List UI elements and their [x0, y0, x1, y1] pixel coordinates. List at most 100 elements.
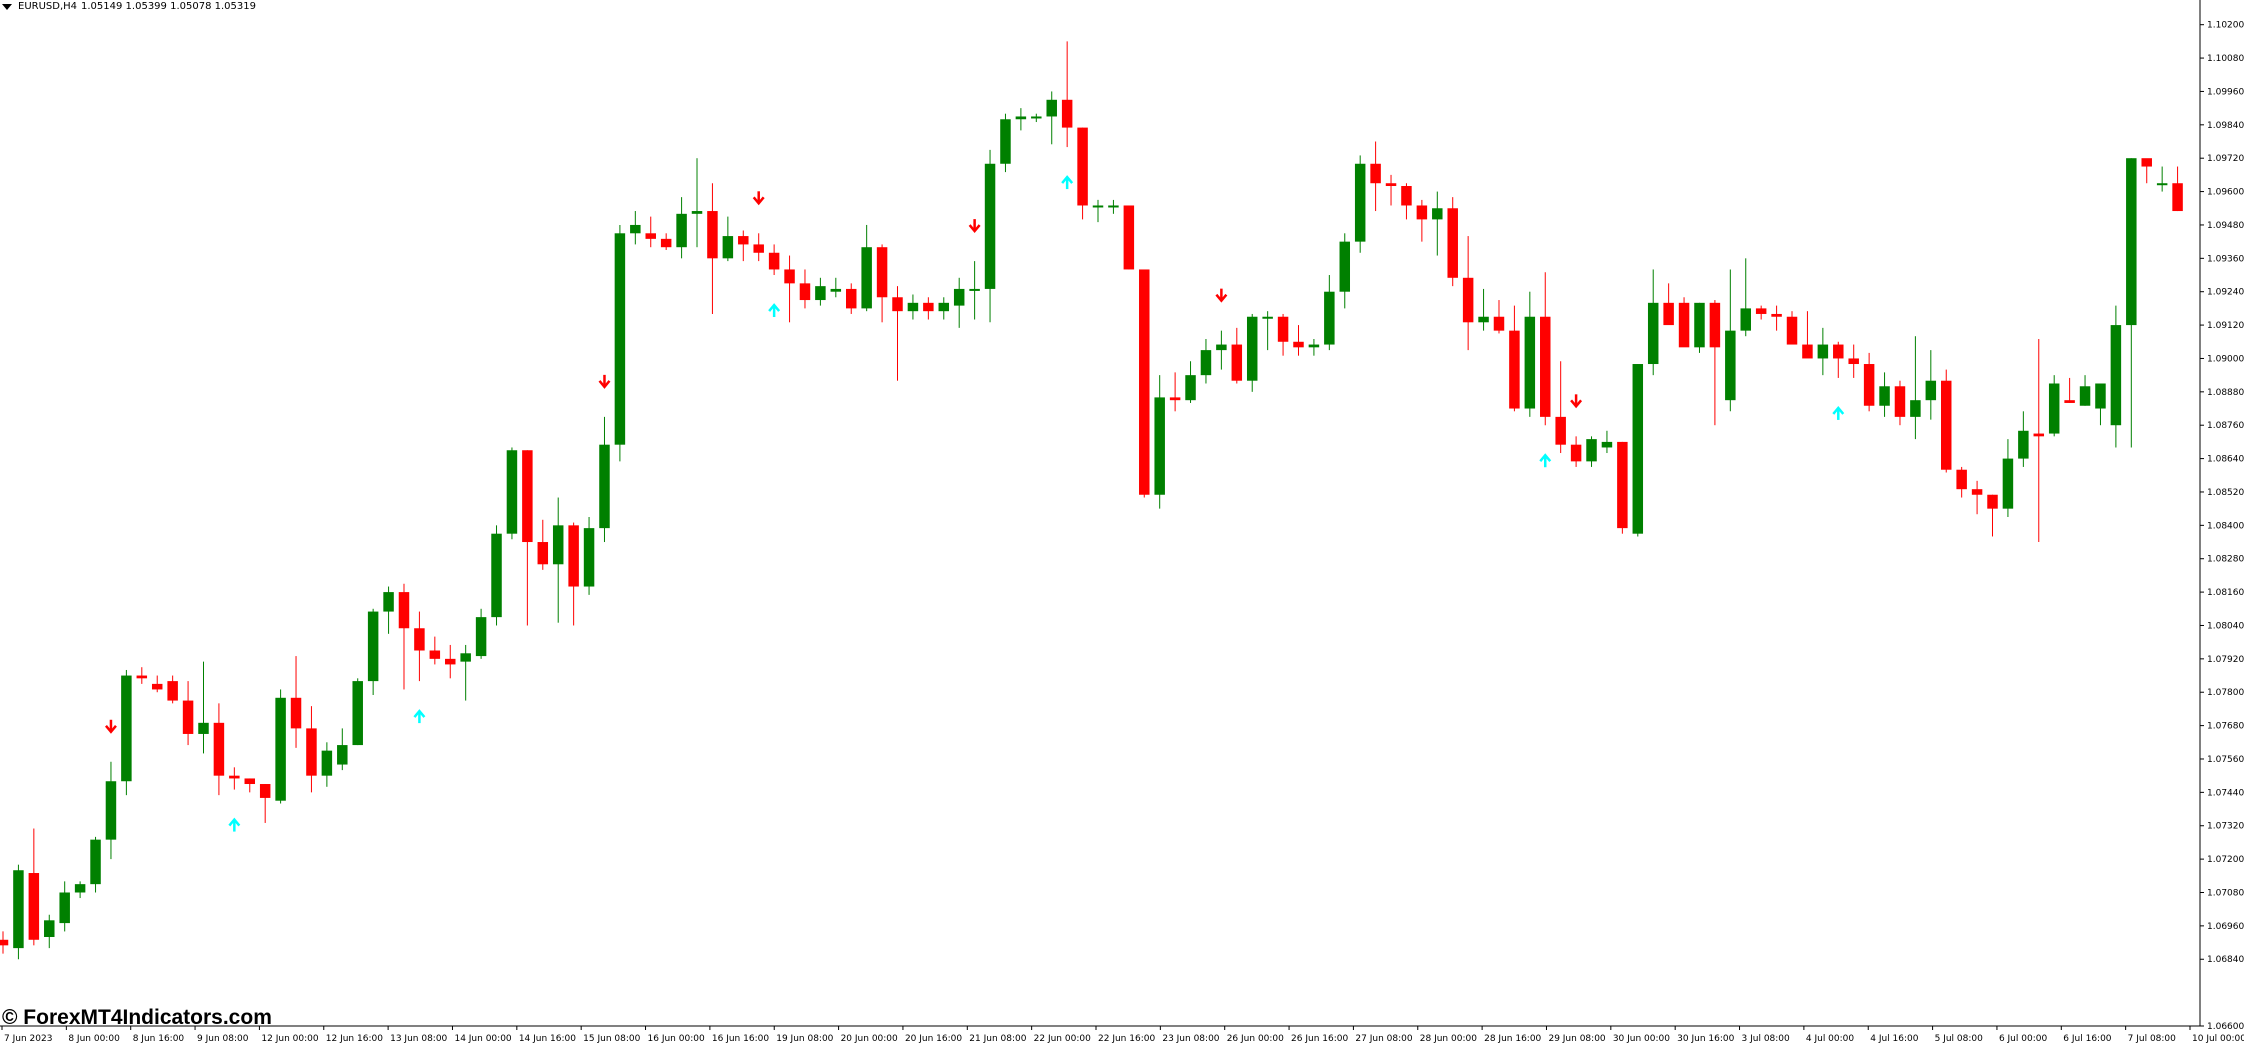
candle-body: [74, 884, 86, 893]
price-tick-label: 1.08160: [2207, 588, 2244, 598]
buy-signal-arrow-icon: [228, 817, 241, 832]
price-tick-label: 1.09480: [2207, 221, 2244, 231]
candle: [337, 728, 348, 771]
candle: [1385, 174, 1397, 206]
candle: [2079, 375, 2091, 406]
candle: [1555, 361, 1566, 454]
sell-signal-arrow-icon: [752, 191, 765, 206]
candle: [2002, 439, 2014, 517]
candle: [2033, 338, 2045, 543]
price-tick-label: 1.07920: [2207, 655, 2244, 665]
price-tick-label: 1.09840: [2207, 121, 2244, 131]
candle: [1694, 302, 1705, 353]
candle: [1339, 233, 1351, 309]
candle-body: [738, 236, 749, 245]
arrow-head: [1570, 399, 1583, 409]
candle-body: [445, 658, 456, 665]
time-tick-label: 16 Jun 16:00: [712, 1034, 769, 1044]
candle: [13, 864, 24, 960]
candle: [969, 261, 980, 320]
candle: [1848, 344, 1859, 378]
time-tick-label: 28 Jun 16:00: [1484, 1034, 1541, 1044]
candle-body: [768, 252, 780, 270]
candle: [1370, 141, 1381, 212]
candle: [1401, 183, 1412, 220]
candle-body: [290, 697, 302, 729]
time-tick-label: 30 Jun 00:00: [1613, 1034, 1670, 1044]
arrow-head: [1832, 405, 1845, 415]
sell-signal-arrow-icon: [1570, 394, 1583, 409]
candle-body: [660, 238, 672, 248]
candle-body: [506, 450, 518, 534]
candle: [1493, 300, 1505, 334]
candle: [44, 914, 55, 949]
candle-body: [244, 778, 256, 785]
candle-body: [568, 525, 579, 587]
price-tick-label: 1.10200: [2207, 21, 2244, 31]
price-tick-label: 1.08520: [2207, 488, 2244, 498]
candle: [1200, 338, 1212, 384]
candle-body: [1108, 205, 1119, 208]
candle: [568, 522, 579, 626]
time-tick-label: 4 Jul 00:00: [1806, 1034, 1855, 1044]
candle: [167, 675, 178, 704]
buy-signal-arrow-icon: [413, 709, 426, 724]
candle: [2095, 383, 2106, 426]
candle: [2141, 158, 2152, 184]
candle-body: [105, 781, 117, 840]
candle-body: [1894, 386, 1906, 417]
buy-signal-arrow-icon: [768, 303, 781, 318]
time-tick-label: 6 Jul 16:00: [2063, 1034, 2112, 1044]
candle: [815, 277, 826, 306]
time-tick-label: 8 Jun 16:00: [133, 1034, 185, 1044]
candle: [491, 525, 502, 626]
candle: [229, 767, 240, 790]
candle-body: [984, 163, 996, 289]
price-tick-label: 1.09120: [2207, 321, 2244, 331]
buy-signal-arrow-icon: [1832, 405, 1845, 420]
candle-body: [1987, 494, 1998, 509]
candle: [861, 224, 872, 312]
candle: [1925, 350, 1937, 420]
candle: [1108, 199, 1119, 214]
candle: [1632, 364, 1644, 537]
time-tick-label: 20 Jun 16:00: [905, 1034, 962, 1044]
candle-body: [383, 592, 394, 612]
buy-signal-arrow-icon: [1539, 453, 1552, 468]
candle-body: [1262, 316, 1273, 319]
candle-body: [1786, 316, 1798, 345]
candle-body: [475, 617, 487, 657]
candle-body: [2033, 433, 2045, 437]
candle: [1678, 297, 1690, 348]
candle-body: [321, 750, 333, 776]
candle: [398, 583, 410, 690]
candle-body: [630, 224, 641, 234]
candle-body: [1139, 269, 1150, 495]
candle-body: [1709, 302, 1721, 348]
dropdown-triangle-icon[interactable]: [2, 3, 12, 10]
time-tick-label: 9 Jun 08:00: [197, 1034, 249, 1044]
price-tick-label: 1.10080: [2207, 54, 2244, 64]
candle: [738, 230, 749, 262]
candle: [0, 931, 9, 954]
candle: [105, 761, 117, 860]
candle: [892, 286, 903, 381]
candle: [121, 669, 132, 796]
candle-body: [1971, 489, 1983, 495]
candle: [1324, 275, 1335, 351]
time-tick-label: 7 Jun 2023: [4, 1034, 52, 1044]
price-tick-label: 1.09360: [2207, 254, 2244, 264]
candle: [136, 667, 148, 684]
price-tick-label: 1.08280: [2207, 555, 2244, 565]
candle-body: [1509, 330, 1520, 409]
time-tick-label: 14 Jun 16:00: [519, 1034, 576, 1044]
time-tick-label: 15 Jun 08:00: [583, 1034, 640, 1044]
candle-body: [198, 722, 209, 734]
candle: [74, 881, 86, 899]
candle-body: [1231, 344, 1243, 381]
candle: [1462, 236, 1474, 351]
candle-body: [522, 450, 533, 543]
candle-body: [1077, 127, 1088, 206]
